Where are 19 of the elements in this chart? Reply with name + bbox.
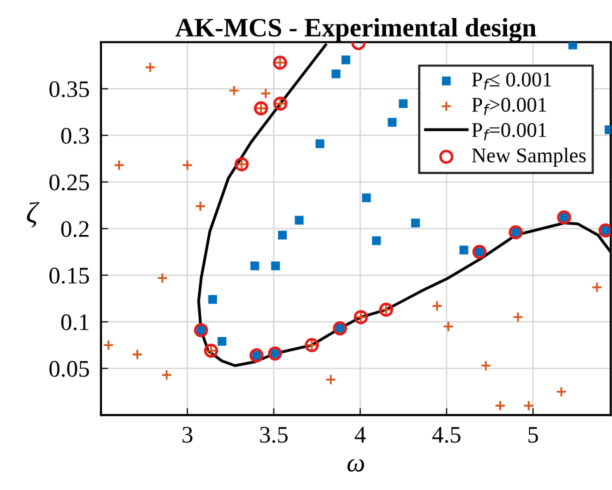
- y-tick-label: 0.25: [49, 174, 89, 190]
- y-tick-label: 0.15: [49, 268, 89, 284]
- x-tick-label: 4: [354, 426, 366, 443]
- y-tick-label: 0.2: [61, 221, 89, 238]
- chart-title: AK-MCS - Experimental design: [175, 18, 536, 42]
- y-tick-label: 0.3: [61, 128, 89, 144]
- legend-label: P$_{f}$≤ 0.001: [472, 72, 552, 90]
- y-tick-label: 0.35: [49, 81, 89, 98]
- legend-label: New Samples: [472, 148, 586, 167]
- legend-label: P$_{f}$=0.001: [472, 123, 546, 140]
- x-tick-label: 3: [182, 426, 192, 443]
- y-tick-label: 0.05: [49, 360, 89, 377]
- y-tick-label: 0.1: [61, 314, 88, 330]
- x-tick-label: 3.5: [260, 426, 288, 443]
- x-tick-label: 4.5: [432, 426, 460, 443]
- legend-label: P$_{f}$>0.001: [472, 98, 546, 116]
- y-axis-title: ζ: [26, 202, 40, 228]
- x-axis-title: ω: [347, 459, 364, 472]
- x-tick-label: 5: [528, 427, 538, 443]
